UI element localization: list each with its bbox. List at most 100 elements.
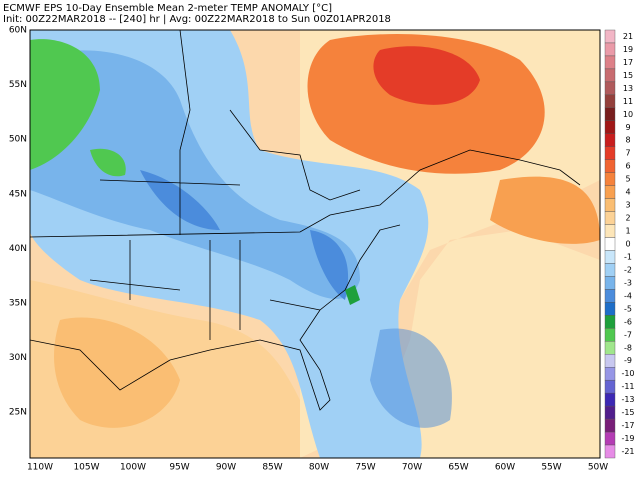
- colorbar-label: 0: [625, 240, 630, 249]
- colorbar-swatch: [604, 341, 616, 355]
- colorbar-swatch: [604, 431, 616, 446]
- cold-region: [140, 170, 349, 300]
- colorbar-swatch: [604, 276, 616, 290]
- coastlines-borders: [30, 30, 581, 411]
- colorbar-label: -2: [624, 265, 632, 274]
- colorbar-swatch: [604, 159, 616, 173]
- colorbar-label: -6: [624, 317, 632, 326]
- colorbar-swatch: [604, 328, 616, 342]
- longitude-label: 105W: [73, 463, 99, 473]
- colorbar-label: -13: [621, 395, 634, 404]
- longitude-label: 75W: [355, 463, 375, 473]
- colorbar-label: 17: [623, 58, 633, 67]
- longitude-label: 100W: [120, 463, 146, 473]
- colorbar-label: 8: [625, 136, 630, 145]
- title-line-2: Init: 00Z22MAR2018 -- [240] hr | Avg: 00…: [3, 14, 391, 25]
- longitude-label: 90W: [216, 463, 236, 473]
- colorbar-label: 2: [625, 214, 630, 223]
- colorbar-label: -3: [624, 278, 632, 287]
- colorbar-swatch: [604, 289, 616, 303]
- longitude-label: 70W: [402, 463, 422, 473]
- colorbar-swatch: [604, 418, 616, 433]
- longitude-label: 60W: [495, 463, 515, 473]
- map-frame: [29, 29, 601, 459]
- colorbar-swatch: [604, 120, 616, 134]
- colorbar-swatch: [604, 185, 616, 199]
- colorbar-label: -8: [624, 343, 632, 352]
- longitude-label: 95W: [169, 463, 189, 473]
- colorbar-swatch: [604, 302, 616, 316]
- colorbar-label: -15: [621, 408, 634, 417]
- cold-region: [30, 50, 360, 299]
- colorbar-label: -19: [621, 434, 634, 443]
- colorbar-label: 1: [625, 227, 630, 236]
- longitude-label: 50W: [588, 463, 608, 473]
- map-field: [30, 30, 600, 458]
- colorbar-swatch: [604, 315, 616, 329]
- colorbar-label: 11: [623, 97, 633, 106]
- longitude-label: 80W: [309, 463, 329, 473]
- latitude-label: 35N: [9, 299, 27, 309]
- colorbar-label: -7: [624, 330, 632, 339]
- latitude-label: 30N: [9, 353, 27, 363]
- cold-region: [370, 328, 452, 428]
- colorbar-label: -11: [621, 382, 634, 391]
- colorbar-swatch: [604, 354, 616, 368]
- colorbar-label: 15: [623, 71, 633, 80]
- colorbar-label: 5: [625, 175, 630, 184]
- warm-region: [490, 176, 600, 244]
- colorbar-label: 3: [625, 201, 630, 210]
- colorbar-swatch: [604, 263, 616, 277]
- colorbar-swatch: [604, 367, 616, 381]
- colorbar-swatch: [604, 133, 616, 147]
- colorbar-label: 9: [625, 123, 630, 132]
- colorbar-swatch: [604, 392, 616, 407]
- colorbar-label: -10: [621, 369, 634, 378]
- colorbar-swatch: [604, 211, 616, 225]
- colorbar-swatch: [604, 198, 616, 212]
- warm-region: [54, 317, 180, 428]
- colorbar-swatch: [604, 224, 616, 238]
- colorbar-label: -1: [624, 252, 632, 261]
- longitude-label: 55W: [541, 463, 561, 473]
- longitude-label: 85W: [262, 463, 282, 473]
- latitude-label: 60N: [9, 26, 27, 36]
- colorbar-swatch: [604, 68, 616, 83]
- cold-region: [345, 285, 360, 305]
- colorbar-swatch: [604, 42, 616, 57]
- latitude-label: 45N: [9, 189, 27, 199]
- colorbar-label: 7: [625, 149, 630, 158]
- colorbar-swatch: [604, 146, 616, 160]
- colorbar-label: 6: [625, 162, 630, 171]
- colorbar-swatch: [604, 405, 616, 420]
- colorbar-swatch: [604, 172, 616, 186]
- longitude-label: 110W: [27, 463, 53, 473]
- colorbar-swatch: [604, 444, 616, 459]
- colorbar-label: -4: [624, 291, 632, 300]
- latitude-label: 55N: [9, 80, 27, 90]
- colorbar-label: 13: [623, 84, 633, 93]
- colorbar-swatch: [604, 379, 616, 394]
- cold-region: [30, 39, 126, 177]
- longitude-label: 65W: [448, 463, 468, 473]
- colorbar-label: -9: [624, 356, 632, 365]
- colorbar-swatch: [604, 107, 616, 121]
- colorbar-swatch: [604, 81, 616, 96]
- colorbar-label: 19: [623, 45, 633, 54]
- colorbar-label: -5: [624, 304, 632, 313]
- colorbar-swatch: [604, 94, 616, 109]
- latitude-label: 25N: [9, 408, 27, 418]
- title-line-1: ECMWF EPS 10-Day Ensemble Mean 2-meter T…: [3, 3, 332, 14]
- colorbar-label: 10: [623, 110, 633, 119]
- colorbar-swatch: [604, 250, 616, 264]
- colorbar-label: 4: [625, 188, 630, 197]
- colorbar-label: -17: [621, 421, 634, 430]
- warm-region: [373, 46, 480, 105]
- colorbar-swatch: [604, 29, 616, 44]
- latitude-label: 40N: [9, 244, 27, 254]
- colorbar-swatch: [604, 55, 616, 70]
- colorbar-swatch: [604, 237, 616, 251]
- colorbar-label: -21: [621, 447, 634, 456]
- colorbar-label: 21: [623, 32, 633, 41]
